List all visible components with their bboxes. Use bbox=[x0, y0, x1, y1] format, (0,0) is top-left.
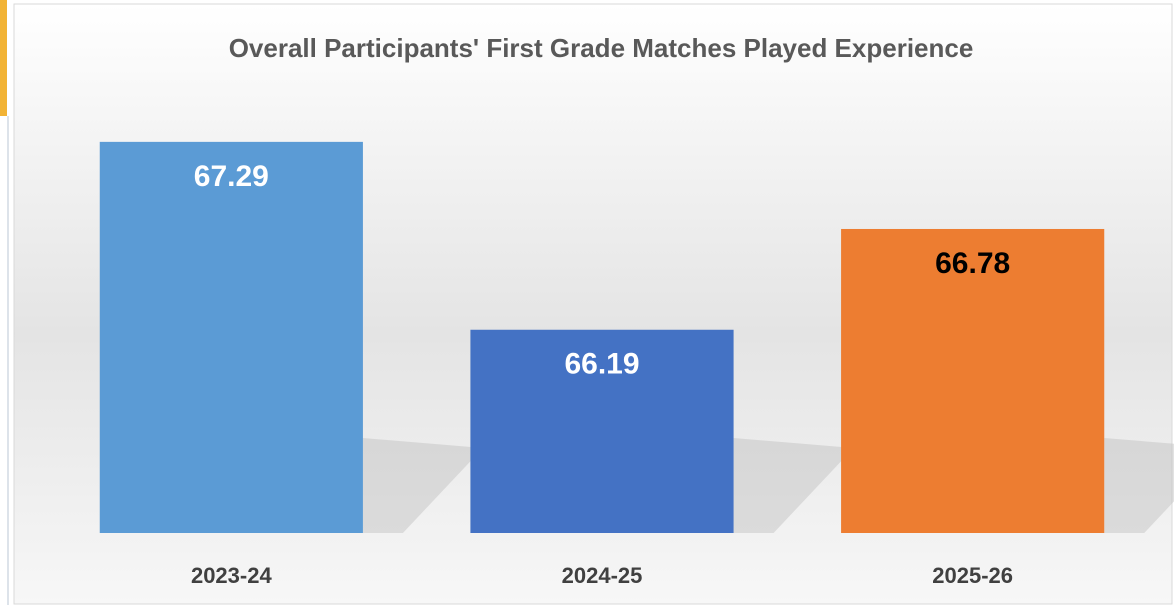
side-accent bbox=[0, 0, 7, 116]
bar bbox=[470, 329, 734, 533]
bar-shadow bbox=[1104, 438, 1174, 533]
bar bbox=[841, 228, 1105, 533]
bar bbox=[99, 141, 363, 534]
value-label: 66.19 bbox=[564, 348, 639, 381]
x-tick-label: 2025-26 bbox=[932, 563, 1013, 588]
x-tick-label: 2024-25 bbox=[562, 563, 643, 588]
bar-shadow bbox=[733, 438, 854, 533]
x-tick-label: 2023-24 bbox=[191, 563, 273, 588]
value-label: 67.29 bbox=[194, 160, 269, 193]
bar-shadow bbox=[362, 438, 483, 533]
value-label: 66.78 bbox=[935, 247, 1010, 280]
chart-title: Overall Participants' First Grade Matche… bbox=[229, 33, 974, 63]
